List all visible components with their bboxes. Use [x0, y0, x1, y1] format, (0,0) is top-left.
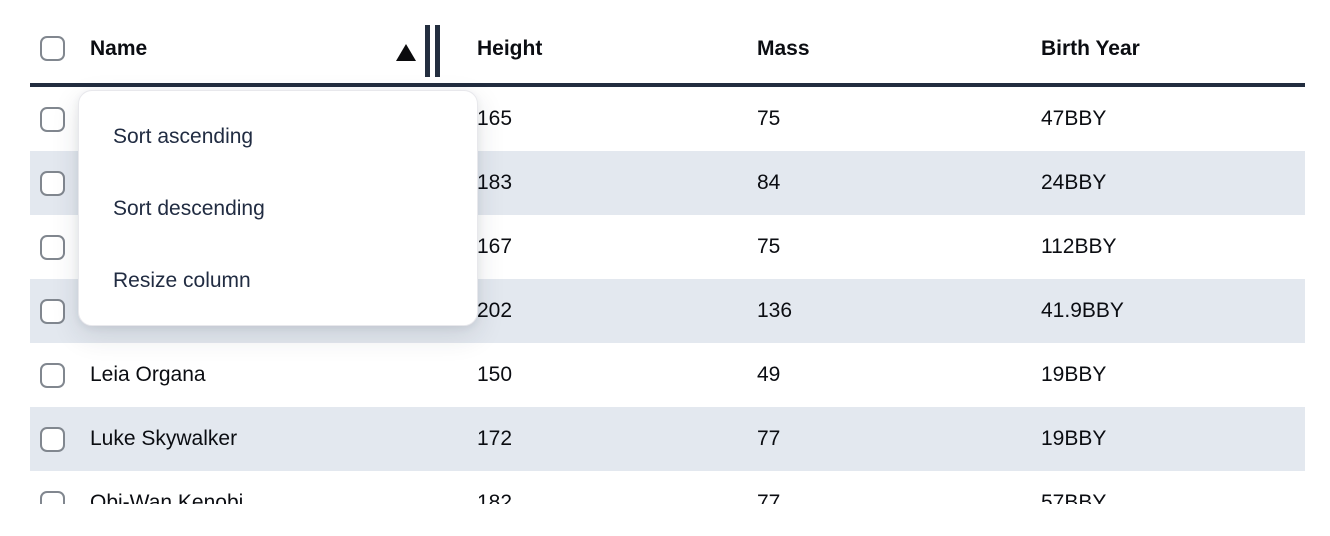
row-checkbox[interactable]: [40, 426, 65, 452]
column-resize-handle-icon[interactable]: [425, 25, 440, 77]
cell-birth-year: 19BBY: [1041, 363, 1107, 386]
column-header-name[interactable]: Name: [90, 36, 148, 60]
resize-bar: [435, 25, 440, 77]
cell-name: Luke Skywalker: [90, 427, 238, 450]
bottom-whitespace: [0, 504, 1330, 536]
table-row: Obi-Wan Kenobi 182 77 57BBY: [30, 471, 1305, 504]
menu-item-sort-ascending[interactable]: Sort ascending: [113, 125, 254, 148]
cell-birth-year: 24BBY: [1041, 171, 1107, 194]
cell-mass: 84: [757, 171, 781, 194]
table-header-row: Name Height Mass Birth Year: [30, 0, 1305, 87]
cell-mass: 77: [757, 427, 781, 450]
row-checkbox[interactable]: [40, 106, 65, 132]
sort-ascending-icon: [396, 44, 416, 61]
row-checkbox[interactable]: [40, 170, 65, 196]
row-checkbox[interactable]: [40, 362, 65, 388]
cell-name: Obi-Wan Kenobi: [90, 491, 244, 504]
column-header-mass[interactable]: Mass: [757, 36, 810, 60]
header-checkbox-cell: [30, 36, 78, 61]
column-header-birth-year[interactable]: Birth Year: [1041, 36, 1140, 60]
row-checkbox[interactable]: [40, 490, 65, 504]
column-context-menu: Sort ascending Sort descending Resize co…: [78, 90, 478, 326]
select-all-checkbox[interactable]: [40, 36, 65, 61]
menu-item-sort-descending[interactable]: Sort descending: [113, 197, 265, 220]
table-row: 165 75 47BBY: [30, 87, 1305, 151]
table-viewport: Name Height Mass Birth Year 165 75 47BBY…: [30, 0, 1305, 504]
column-header-height[interactable]: Height: [477, 36, 543, 60]
table-row: Luke Skywalker 172 77 19BBY: [30, 407, 1305, 471]
cell-birth-year: 112BBY: [1041, 235, 1117, 258]
row-checkbox[interactable]: [40, 234, 65, 260]
cell-height: 150: [477, 363, 513, 386]
row-checkbox[interactable]: [40, 298, 65, 324]
cell-birth-year: 41.9BBY: [1041, 299, 1124, 322]
cell-birth-year: 57BBY: [1041, 491, 1107, 504]
table-row: 167 75 112BBY: [30, 215, 1305, 279]
resize-bar: [425, 25, 430, 77]
cell-name: Leia Organa: [90, 363, 206, 386]
cell-height: 202: [477, 299, 513, 322]
cell-mass: 49: [757, 363, 781, 386]
cell-mass: 77: [757, 491, 781, 504]
cell-height: 165: [477, 107, 513, 130]
cell-mass: 75: [757, 107, 781, 130]
menu-item-resize-column[interactable]: Resize column: [113, 269, 251, 292]
cell-height: 182: [477, 491, 513, 504]
cell-height: 172: [477, 427, 513, 450]
cell-birth-year: 47BBY: [1041, 107, 1107, 130]
cell-height: 183: [477, 171, 513, 194]
cell-mass: 75: [757, 235, 781, 258]
table-row: Leia Organa 150 49 19BBY: [30, 343, 1305, 407]
cell-height: 167: [477, 235, 513, 258]
cell-birth-year: 19BBY: [1041, 427, 1107, 450]
cell-mass: 136: [757, 299, 793, 322]
